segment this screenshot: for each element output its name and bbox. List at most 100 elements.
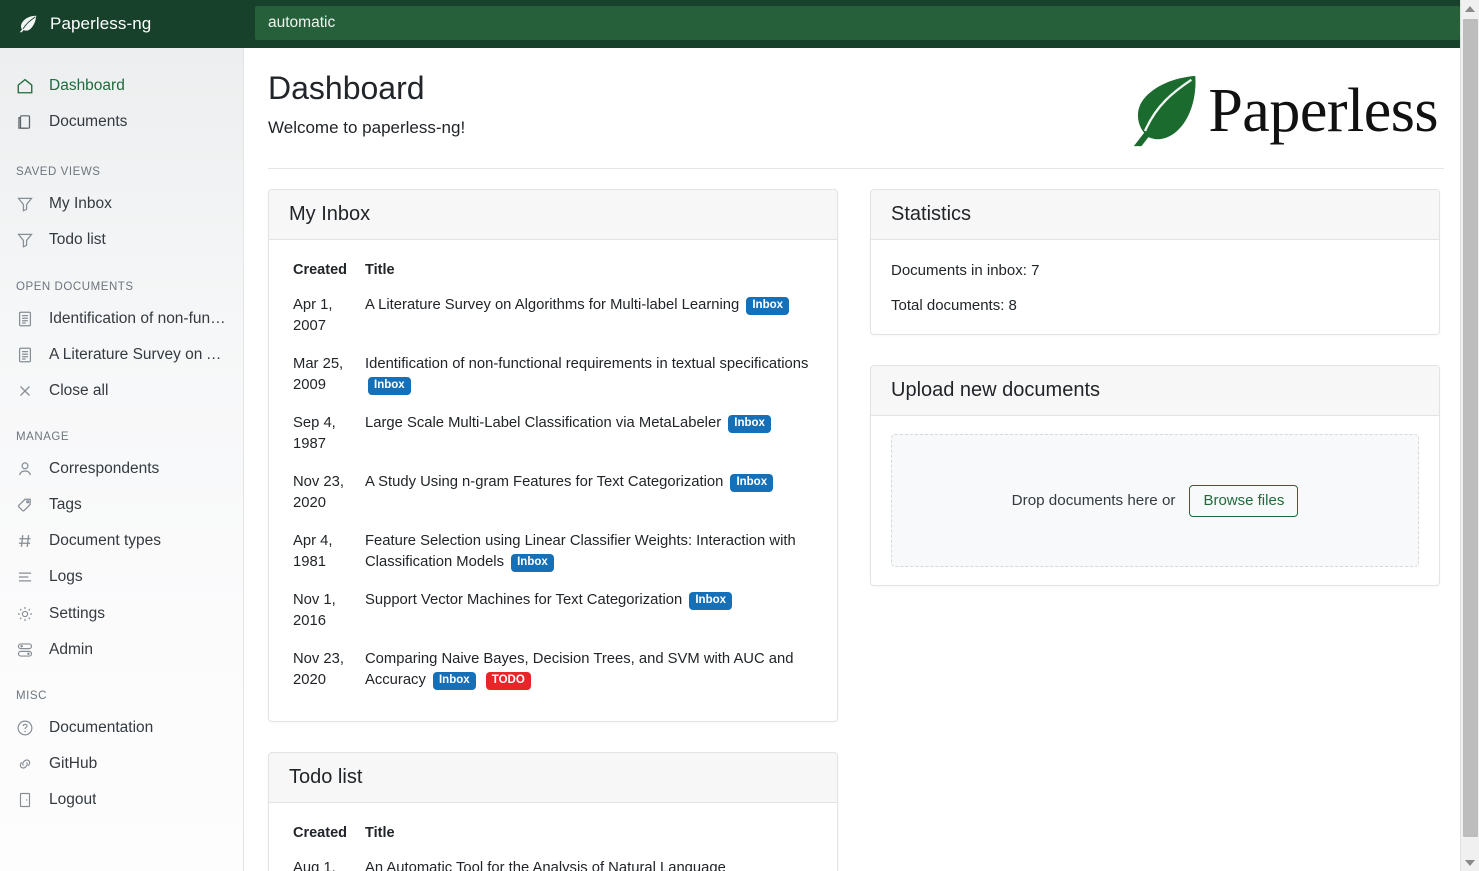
cell-title: Support Vector Machines for Text Categor… — [361, 585, 817, 644]
statistics-card-title: Statistics — [891, 203, 972, 225]
page-title: Dashboard — [268, 70, 425, 106]
page-scrollbar[interactable] — [1460, 0, 1479, 871]
home-icon — [17, 78, 33, 94]
tag-badge-inbox[interactable]: Inbox — [368, 377, 411, 395]
sidebar-item-open-document-2[interactable]: A Literature Survey on Algori... — [0, 337, 243, 373]
todo-card-title: Todo list — [289, 766, 363, 788]
tag-badge-inbox[interactable]: Inbox — [728, 415, 771, 433]
stat-total-documents: Total documents: 8 — [891, 297, 1017, 314]
sidebar-item-label: Logs — [49, 568, 83, 586]
cell-title: Comparing Naive Bayes, Decision Trees, a… — [361, 644, 817, 703]
sidebar-item-documents[interactable]: Documents — [0, 104, 243, 140]
question-circle-icon — [17, 720, 33, 736]
upload-card-title: Upload new documents — [891, 379, 1101, 401]
sidebar-item-github[interactable]: GitHub — [0, 746, 243, 782]
table-row[interactable]: Nov 23, 2020 Comparing Naive Bayes, Decis… — [289, 644, 817, 703]
dashboard-left-column: My Inbox Created Title Apr 1, 2007 A Lite… — [268, 189, 838, 871]
document-title-link[interactable]: An Automatic Tool for the Analysis of Na… — [365, 860, 726, 871]
document-title-link[interactable]: Large Scale Multi-Label Classification v… — [365, 415, 722, 431]
scroll-up-button[interactable] — [1461, 0, 1479, 17]
chevron-up-icon — [1465, 5, 1475, 12]
table-row[interactable]: Mar 25, 2009 Identification of non-functi… — [289, 349, 817, 408]
tag-badge-todo[interactable]: TODO — [485, 672, 531, 690]
todo-table-body: Aug 1, 1996 An Automatic Tool for the Ana… — [289, 853, 817, 871]
sidebar-item-correspondents[interactable]: Correspondents — [0, 451, 243, 487]
table-row[interactable]: Nov 23, 2020 A Study Using n-gram Feature… — [289, 467, 817, 526]
sidebar-item-tags[interactable]: Tags — [0, 487, 243, 523]
table-row[interactable]: Sep 4, 1987 Large Scale Multi-Label Class… — [289, 408, 817, 467]
link-icon — [19, 759, 31, 769]
document-title-link[interactable]: A Literature Survey on Algorithms for Mu… — [365, 297, 740, 313]
table-row[interactable]: Aug 1, 1996 An Automatic Tool for the Ana… — [289, 853, 817, 871]
app-name: Paperless-ng — [50, 14, 152, 33]
upload-card-header: Upload new documents — [871, 366, 1439, 416]
cell-created: Nov 1, 2016 — [293, 592, 336, 629]
tag-icon — [17, 498, 31, 512]
document-title-link[interactable]: Comparing Naive Bayes, Decision Trees, a… — [365, 651, 794, 688]
tag-badge-inbox[interactable]: Inbox — [432, 672, 476, 690]
sidebar-heading-manage: MANAGE — [16, 430, 70, 443]
filter-icon — [17, 234, 33, 249]
sidebar-item-label: Dashboard — [49, 77, 125, 94]
file-dropzone[interactable]: Drop documents here or Browse files — [891, 434, 1419, 567]
todo-card-header[interactable]: Todo list — [269, 753, 837, 803]
scroll-down-button[interactable] — [1461, 854, 1479, 871]
leaf-logo-icon — [1134, 75, 1196, 147]
cell-created: Apr 1, 2007 — [293, 297, 333, 334]
sidebar-item-label: Tags — [49, 496, 82, 514]
table-row[interactable]: Apr 4, 1981 Feature Selection using Linea… — [289, 526, 817, 585]
sidebar-item-label: Documents — [49, 113, 128, 131]
app-brand[interactable]: Paperless-ng — [0, 0, 244, 48]
cell-title: Large Scale Multi-Label Classification v… — [361, 408, 817, 467]
sidebar-item-label: Identification of non-functio... — [49, 309, 227, 327]
tag-badge-inbox[interactable]: Inbox — [511, 554, 554, 572]
cell-created: Nov 23, 2020 — [293, 474, 344, 511]
document-title-link[interactable]: Identification of non-functional require… — [365, 356, 809, 372]
sidebar-item-admin[interactable]: Admin — [0, 632, 243, 668]
list-icon — [18, 573, 32, 582]
paperless-logo: Paperless — [1130, 70, 1444, 150]
sidebar-item-documentation[interactable]: Documentation — [0, 710, 243, 746]
document-title-link[interactable]: Feature Selection using Linear Classifie… — [365, 533, 796, 570]
statistics-card: Statistics Documents in inbox: 7 Total d… — [870, 189, 1440, 335]
inbox-card-body: Created Title Apr 1, 2007 A Literature Su… — [269, 240, 837, 721]
document-title-link[interactable]: A Study Using n-gram Features for Text C… — [365, 474, 724, 490]
column-header-created: Created — [293, 825, 347, 841]
upload-card-body: Drop documents here or Browse files — [871, 416, 1439, 585]
tag-badge-inbox[interactable]: Inbox — [746, 297, 790, 315]
documents-icon — [18, 115, 31, 130]
page-header: Dashboard Welcome to paperless-ng! Paper… — [268, 48, 1444, 169]
document-title-link[interactable]: Support Vector Machines for Text Categor… — [365, 592, 683, 608]
topbar-main: automatic — [244, 0, 1468, 48]
inbox-table: Created Title Apr 1, 2007 A Literature Su… — [289, 258, 817, 703]
sidebar-item-label: Document types — [49, 532, 161, 550]
tag-badge-inbox[interactable]: Inbox — [689, 592, 733, 610]
sidebar: Dashboard Documents SAVED VIEWS My Inbox… — [0, 48, 244, 871]
sidebar-item-open-document-1[interactable]: Identification of non-functio... — [0, 301, 243, 337]
cell-title: Identification of non-functional require… — [361, 349, 817, 408]
stat-documents-in-inbox: Documents in inbox: 7 — [891, 262, 1040, 279]
sidebar-item-logs[interactable]: Logs — [0, 559, 243, 595]
table-row[interactable]: Apr 1, 2007 A Literature Survey on Algori… — [289, 290, 817, 349]
sidebar-item-label: Settings — [49, 604, 106, 622]
sidebar-item-close-all[interactable]: Close all — [0, 373, 243, 409]
sidebar-item-settings[interactable]: Settings — [0, 596, 243, 632]
cell-created: Nov 23, 2020 — [293, 651, 344, 688]
table-row[interactable]: Nov 1, 2016 Support Vector Machines for T… — [289, 585, 817, 644]
browse-files-button[interactable]: Browse files — [1189, 484, 1299, 517]
sidebar-item-logout[interactable]: Logout — [0, 782, 243, 818]
close-icon — [20, 385, 30, 396]
person-icon — [18, 462, 32, 476]
filter-icon — [17, 198, 33, 213]
table-header-row: Created Title — [289, 258, 817, 290]
global-search-input[interactable]: automatic — [255, 6, 1460, 40]
sidebar-item-todo-list[interactable]: Todo list — [0, 222, 243, 258]
sidebar-item-dashboard[interactable]: Dashboard — [0, 68, 243, 104]
statistics-card-header: Statistics — [871, 190, 1439, 240]
scrollbar-thumb[interactable] — [1463, 19, 1478, 837]
tag-badge-inbox[interactable]: Inbox — [730, 474, 774, 492]
sidebar-item-document-types[interactable]: Document types — [0, 523, 243, 559]
sidebar-item-label: GitHub — [49, 754, 98, 772]
sidebar-item-my-inbox[interactable]: My Inbox — [0, 186, 243, 222]
inbox-card-header[interactable]: My Inbox — [269, 190, 837, 240]
